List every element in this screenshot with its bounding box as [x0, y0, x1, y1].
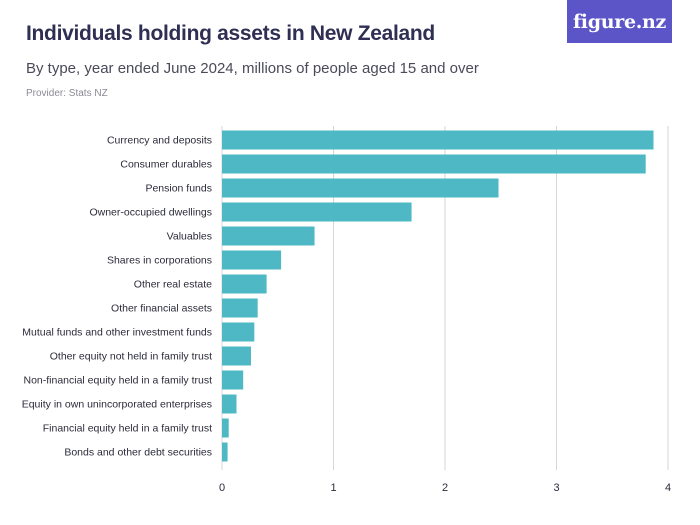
category-label: Other financial assets — [111, 303, 212, 315]
grid-lines — [221, 126, 669, 470]
category-label: Valuables — [167, 231, 212, 243]
category-label: Currency and deposits — [107, 135, 212, 147]
bar[interactable] — [222, 154, 646, 174]
bar[interactable] — [222, 226, 315, 246]
bar[interactable] — [222, 274, 267, 294]
data-provider: Provider: Stats NZ — [26, 88, 108, 99]
bar[interactable] — [222, 322, 255, 342]
bar[interactable] — [222, 418, 229, 438]
bar[interactable] — [222, 202, 412, 222]
category-label: Shares in corporations — [107, 255, 212, 267]
bar[interactable] — [222, 298, 258, 318]
x-axis-ticks: 0 1 2 3 4 — [219, 482, 671, 494]
bar[interactable] — [222, 394, 237, 414]
bar[interactable] — [222, 178, 499, 198]
x-tick-label: 2 — [442, 482, 448, 494]
category-label: Non-financial equity held in a family tr… — [23, 375, 212, 387]
category-label: Financial equity held in a family trust — [43, 423, 212, 435]
x-tick-label: 1 — [330, 482, 336, 494]
x-tick-label: 0 — [219, 482, 225, 494]
category-label: Consumer durables — [120, 159, 212, 171]
bar[interactable] — [222, 250, 282, 270]
bar[interactable] — [222, 442, 228, 462]
category-label: Other real estate — [134, 279, 212, 291]
x-tick-label: 4 — [665, 482, 671, 494]
bar[interactable] — [222, 130, 654, 150]
category-label: Bonds and other debt securities — [64, 447, 212, 459]
bars — [222, 130, 654, 462]
chart-subtitle: By type, year ended June 2024, millions … — [26, 60, 479, 77]
category-label: Owner-occupied dwellings — [89, 207, 212, 219]
bar[interactable] — [222, 370, 244, 390]
figure-nz-logo[interactable]: figure.nz — [567, 0, 672, 43]
category-label: Equity in own unincorporated enterprises — [22, 399, 212, 411]
category-labels: Currency and deposits Consumer durables Pe… — [22, 135, 212, 459]
category-label: Mutual funds and other investment funds — [22, 327, 212, 339]
logo-text: figure.nz — [572, 10, 667, 33]
category-label: Pension funds — [145, 183, 212, 195]
chart-title: Individuals holding assets in New Zealan… — [26, 22, 435, 45]
bar[interactable] — [222, 346, 251, 366]
category-label: Other equity not held in family trust — [50, 351, 212, 363]
x-tick-label: 3 — [553, 482, 559, 494]
